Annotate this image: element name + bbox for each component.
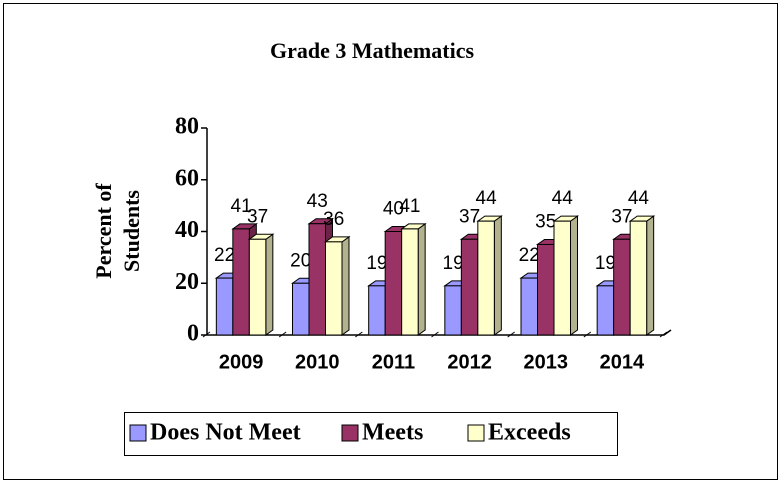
bar <box>476 215 503 336</box>
bar-front <box>613 238 631 336</box>
floor <box>207 329 672 336</box>
bar-front <box>248 238 267 336</box>
data-label: 37 <box>247 206 268 227</box>
data-label: 43 <box>307 191 328 212</box>
bar-side <box>341 235 350 336</box>
x-tick-label: 2010 <box>295 351 340 373</box>
bar-front <box>520 277 538 336</box>
x-tick-label: 2009 <box>219 351 264 373</box>
legend-swatch <box>341 424 359 442</box>
data-label: 19 <box>595 253 616 274</box>
data-label: 44 <box>476 188 498 209</box>
data-label: 35 <box>535 211 556 232</box>
data-label: 19 <box>443 253 464 274</box>
bar-front <box>232 228 250 336</box>
bar <box>400 222 427 336</box>
data-label: 22 <box>214 245 235 266</box>
bar-front <box>444 285 462 336</box>
legend-label: Exceeds <box>488 420 571 446</box>
y-tick-label: 20 <box>175 269 199 295</box>
bar <box>552 215 580 336</box>
y-axis-label-line: Students <box>119 190 144 272</box>
legend-swatch <box>467 424 485 442</box>
data-label: 41 <box>231 196 252 217</box>
bar-front <box>215 277 234 336</box>
x-tick-label: 2011 <box>372 351 415 373</box>
data-label: 19 <box>366 253 387 274</box>
bar-side <box>570 215 578 336</box>
bar-front <box>596 285 615 336</box>
y-tick-label: 80 <box>175 114 199 140</box>
bar-side <box>646 215 655 336</box>
bar-side <box>493 215 502 336</box>
bar-front <box>292 282 310 336</box>
floor-tick <box>202 331 211 338</box>
data-label: 22 <box>519 245 540 266</box>
bar-front <box>401 228 419 336</box>
bar-front <box>308 223 326 336</box>
bar-front <box>368 285 386 336</box>
data-label: 36 <box>323 209 344 230</box>
data-label: 40 <box>383 199 404 220</box>
bar-front <box>325 241 343 336</box>
bar-side <box>265 233 274 336</box>
floor-tick <box>583 331 592 338</box>
floor-tick <box>659 331 668 338</box>
y-tick-label: 60 <box>175 165 199 191</box>
floor-tick <box>355 331 363 338</box>
data-label: 37 <box>611 206 632 227</box>
y-tick-label: 0 <box>187 321 199 347</box>
bar-front <box>384 231 403 336</box>
floor-tick <box>507 331 515 338</box>
bar <box>247 233 275 336</box>
y-axis-label: Percent of Students <box>91 183 144 279</box>
bar-front <box>460 238 479 336</box>
chart-title: Grade 3 Mathematics <box>270 38 474 63</box>
data-label: 44 <box>552 188 574 209</box>
x-tick-label: 2012 <box>447 351 492 373</box>
x-tick-label: 2013 <box>524 351 569 373</box>
legend-swatch <box>129 424 147 442</box>
bar-front <box>477 220 495 336</box>
legend-label: Does Not Meet <box>150 420 301 446</box>
bar-front <box>629 220 648 336</box>
data-label: 41 <box>399 196 420 217</box>
data-label: 44 <box>628 188 650 209</box>
bar-front <box>537 243 555 336</box>
data-label: 20 <box>290 250 311 271</box>
bar-front <box>553 220 571 336</box>
x-tick-label: 2014 <box>600 351 645 373</box>
legend-box <box>124 412 618 456</box>
legend-label: Meets <box>362 420 423 446</box>
floor-tick <box>278 331 287 338</box>
data-label: 37 <box>459 206 480 227</box>
floor-tick <box>431 331 439 338</box>
bar <box>323 235 351 336</box>
y-tick-label: 40 <box>175 217 199 243</box>
y-axis-label-line: Percent of <box>91 183 116 279</box>
bar-side <box>417 222 426 336</box>
bar <box>628 215 656 336</box>
